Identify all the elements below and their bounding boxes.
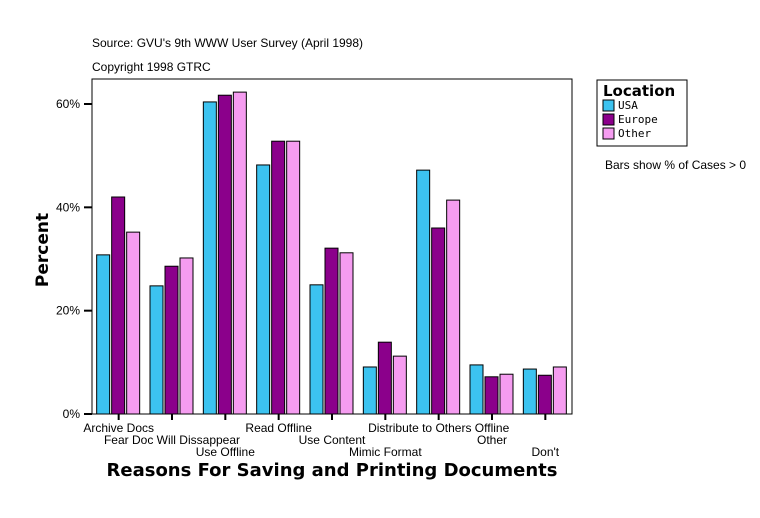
bar-other-3: [286, 140, 301, 415]
y-tick-label: 60%: [56, 97, 80, 111]
x-tick-label: Fear Doc Will Dissappear: [104, 433, 240, 447]
bar-usa-4: [309, 284, 324, 415]
x-tick-label: Archive Docs: [83, 421, 154, 435]
bar-europe-3: [271, 140, 286, 415]
x-tick-label: Use Content: [299, 433, 366, 447]
legend-title: Location: [603, 82, 675, 100]
bar-other-8: [552, 366, 567, 415]
bar-europe-2: [217, 94, 232, 415]
y-tick-label: 40%: [56, 200, 80, 214]
bar-europe-1: [164, 265, 179, 415]
bar-other-0: [126, 231, 141, 415]
copyright-text: Copyright 1998 GTRC: [92, 60, 211, 74]
bar-other-7: [499, 373, 514, 415]
y-tick-label: 20%: [56, 304, 80, 318]
x-tick-label: Use Offline: [196, 445, 255, 459]
bar-europe-8: [537, 374, 552, 415]
legend-swatch-usa: [602, 99, 615, 112]
bar-usa-0: [96, 254, 111, 415]
x-tick-label: Other: [477, 433, 507, 447]
bar-usa-7: [469, 364, 484, 415]
bar-europe-4: [324, 247, 339, 415]
x-tick-label: Mimic Format: [349, 445, 422, 459]
x-tick-label: Don't: [532, 445, 560, 459]
bar-other-5: [392, 355, 407, 415]
legend-label-usa: USA: [618, 99, 638, 112]
bar-other-1: [179, 257, 194, 415]
x-tick-label: Distribute to Others Offline: [368, 421, 509, 435]
bar-europe-6: [431, 227, 446, 415]
bar-europe-0: [111, 196, 126, 415]
x-tick-label: Read Offline: [245, 421, 312, 435]
x-axis-title: Reasons For Saving and Printing Document…: [107, 460, 558, 481]
y-axis-title: Percent: [33, 213, 53, 287]
legend-swatch-other: [602, 127, 615, 140]
bar-usa-2: [202, 101, 217, 415]
bar-usa-1: [149, 285, 164, 415]
bar-usa-3: [256, 164, 271, 415]
bar-other-2: [232, 91, 247, 415]
source-text: Source: GVU's 9th WWW User Survey (April…: [92, 36, 363, 50]
legend-swatch-europe: [602, 113, 615, 126]
y-tick-label: 0%: [63, 407, 81, 421]
legend-label-other: Other: [618, 127, 651, 140]
bar-other-4: [339, 252, 354, 415]
bar-other-6: [446, 199, 461, 415]
bar-europe-7: [484, 376, 499, 415]
legend-label-europe: Europe: [618, 113, 658, 126]
bar-europe-5: [377, 341, 392, 415]
bar-usa-6: [416, 169, 431, 415]
note-text: Bars show % of Cases > 0: [605, 158, 746, 172]
bar-usa-5: [362, 366, 377, 415]
bar-usa-8: [522, 368, 537, 415]
